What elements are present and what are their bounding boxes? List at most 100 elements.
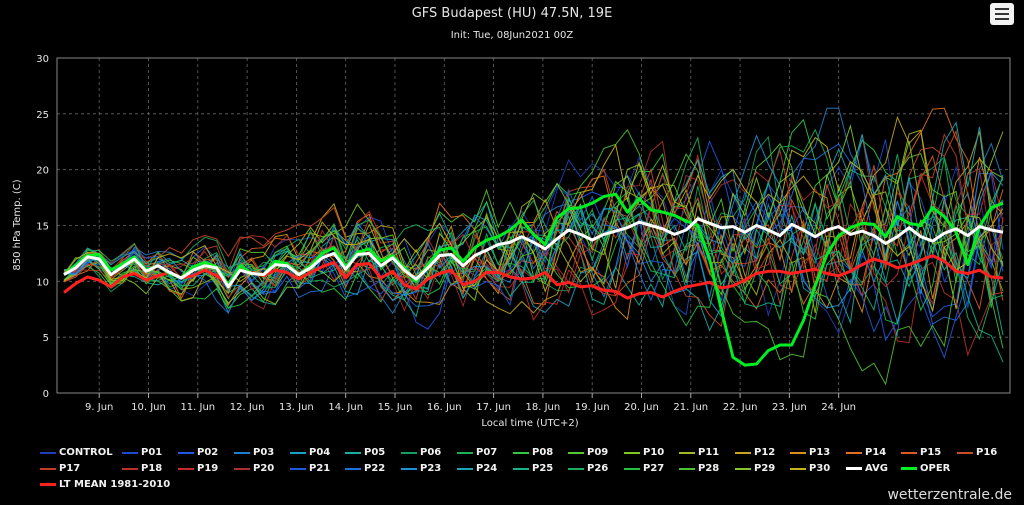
legend-label: P28 — [698, 463, 720, 474]
legend-swatch — [513, 451, 529, 454]
legend-item-control[interactable]: CONTROL — [40, 447, 113, 458]
legend-label: AVG — [865, 463, 889, 474]
legend-item-p30[interactable]: P30 — [790, 463, 830, 474]
x-tick-label: 21. Jun — [673, 402, 708, 413]
chart-subtitle: Init: Tue, 08Jun2021 00Z — [450, 30, 574, 41]
legend-label: P19 — [197, 463, 219, 474]
legend-swatch — [624, 467, 640, 470]
legend-label: P29 — [754, 463, 776, 474]
legend-label: P30 — [809, 463, 831, 474]
legend-item-p14[interactable]: P14 — [846, 447, 886, 458]
legend-item-p19[interactable]: P19 — [178, 463, 218, 474]
legend-swatch — [401, 467, 417, 470]
legend-swatch — [624, 451, 640, 454]
legend-item-p21[interactable]: P21 — [290, 463, 330, 474]
legend-label: P21 — [309, 463, 331, 474]
legend-label: LT MEAN 1981-2010 — [59, 479, 171, 490]
x-tick-label: 14. Jun — [328, 402, 363, 413]
legend-item-p12[interactable]: P12 — [735, 447, 775, 458]
ensemble-line-chart: 0 5 10 15 20 25 30 9. Jun 10. Jun 11. Jun 12. Jun 1… — [12, 54, 1011, 429]
legend-label: P07 — [476, 447, 498, 458]
legend-item-p18[interactable]: P18 — [122, 463, 162, 474]
grid — [57, 57, 1010, 394]
legend-label: P24 — [476, 463, 498, 474]
legend-swatch — [679, 451, 695, 454]
legend-swatch — [290, 451, 306, 454]
legend-label: P23 — [420, 463, 442, 474]
legend-item-p02[interactable]: P02 — [178, 447, 218, 458]
legend-swatch — [234, 451, 250, 454]
x-tick-label: 24. Jun — [821, 402, 856, 413]
legend-item-p06[interactable]: P06 — [401, 447, 441, 458]
legend-label: P05 — [364, 447, 386, 458]
legend-row: CONTROL P01 P02 P03 P04 P05 P06 P07 P08 P09 P10 P11… — [40, 447, 1010, 463]
legend-swatch — [957, 451, 973, 454]
legend-swatch — [234, 467, 250, 470]
legend-swatch — [901, 451, 917, 454]
legend-swatch — [290, 467, 306, 470]
legend-item-p03[interactable]: P03 — [234, 447, 274, 458]
legend-item-p05[interactable]: P05 — [345, 447, 385, 458]
series-line-p27 — [63, 177, 1004, 327]
legend-swatch — [790, 467, 806, 470]
y-tick-label: 0 — [43, 389, 49, 400]
y-tick-label: 10 — [36, 277, 49, 288]
series-lines — [63, 107, 1004, 386]
legend-item-lt-mean-1981-2010[interactable]: LT MEAN 1981-2010 — [40, 479, 170, 490]
legend-item-p22[interactable]: P22 — [345, 463, 385, 474]
legend-item-p01[interactable]: P01 — [122, 447, 162, 458]
legend-item-p26[interactable]: P26 — [568, 463, 608, 474]
legend-label: P17 — [59, 463, 81, 474]
y-tick-label: 20 — [36, 166, 49, 177]
legend-item-p17[interactable]: P17 — [40, 463, 80, 474]
legend-swatch — [40, 483, 56, 486]
legend-swatch — [122, 467, 138, 470]
chart-title: GFS Budapest (HU) 47.5N, 19E — [411, 6, 613, 21]
legend-item-p20[interactable]: P20 — [234, 463, 274, 474]
legend-swatch — [401, 451, 417, 454]
legend-label: P09 — [587, 447, 609, 458]
legend-item-p27[interactable]: P27 — [624, 463, 664, 474]
legend-item-p04[interactable]: P04 — [290, 447, 330, 458]
legend-label: P14 — [865, 447, 887, 458]
legend-item-p28[interactable]: P28 — [679, 463, 719, 474]
x-tick-label: 22. Jun — [723, 402, 758, 413]
source-credit[interactable]: wetterzentrale.de — [887, 487, 1012, 503]
legend-swatch — [40, 451, 56, 454]
legend-item-oper[interactable]: OPER — [901, 463, 950, 474]
legend-swatch — [846, 467, 862, 470]
hamburger-menu-icon[interactable] — [990, 3, 1014, 25]
legend-label: OPER — [920, 463, 951, 474]
x-tick-label: 10. Jun — [131, 402, 166, 413]
x-tick-label: 13. Jun — [279, 402, 314, 413]
legend-item-avg[interactable]: AVG — [846, 463, 888, 474]
legend-item-p23[interactable]: P23 — [401, 463, 441, 474]
legend-item-p24[interactable]: P24 — [457, 463, 497, 474]
legend-item-p11[interactable]: P11 — [679, 447, 719, 458]
series-line-avg — [63, 217, 1004, 289]
legend-item-p29[interactable]: P29 — [735, 463, 775, 474]
legend-item-p15[interactable]: P15 — [901, 447, 941, 458]
series-line-control — [63, 156, 1004, 335]
legend-swatch — [735, 451, 751, 454]
legend-item-p10[interactable]: P10 — [624, 447, 664, 458]
legend-item-p07[interactable]: P07 — [457, 447, 497, 458]
series-line-p26 — [63, 153, 1004, 341]
x-tick-label: 11. Jun — [180, 402, 215, 413]
legend-label: P08 — [532, 447, 554, 458]
x-tick-label: 17. Jun — [476, 402, 511, 413]
y-tick-label: 30 — [36, 54, 49, 65]
legend-label: P20 — [253, 463, 275, 474]
series-line-lt-mean-1981-2010 — [63, 254, 1004, 300]
legend-item-p16[interactable]: P16 — [957, 447, 997, 458]
legend-swatch — [345, 467, 361, 470]
legend-swatch — [457, 467, 473, 470]
x-tick-label: 20. Jun — [624, 402, 659, 413]
legend-item-p13[interactable]: P13 — [790, 447, 830, 458]
legend-label: P16 — [976, 447, 998, 458]
legend-item-p08[interactable]: P08 — [513, 447, 553, 458]
x-tick-label: 15. Jun — [378, 402, 413, 413]
legend-item-p09[interactable]: P09 — [568, 447, 608, 458]
legend-item-p25[interactable]: P25 — [513, 463, 553, 474]
legend-swatch — [345, 451, 361, 454]
